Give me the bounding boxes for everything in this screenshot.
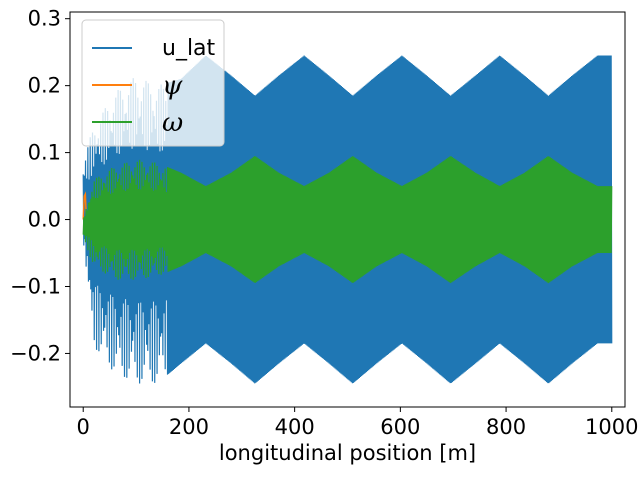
y-tick-label: 0.3 <box>28 7 61 31</box>
series-layer <box>82 55 613 384</box>
legend: u_lat ψω <box>81 19 225 147</box>
ticks-layer: 0 200 400 600 800 1000 −0.2 −0.1 0.0 0.1 0.2 0.3 <box>10 7 639 439</box>
axes-frame <box>69 11 626 408</box>
legend-box <box>81 19 225 147</box>
legend-label-3: ω <box>162 108 183 138</box>
legend-label-2: ψ <box>162 71 183 101</box>
y-tick-label: −0.2 <box>10 341 61 365</box>
y-tick-label: 0.0 <box>28 208 61 232</box>
x-tick-label: 800 <box>486 415 526 439</box>
x-tick-label: 600 <box>380 415 420 439</box>
legend-label-1: u_lat <box>162 36 216 61</box>
x-tick-label: 400 <box>275 415 315 439</box>
y-tick-label: −0.1 <box>10 274 61 298</box>
series-line-3 <box>82 156 613 284</box>
y-tick-label: 0.2 <box>28 74 61 98</box>
x-tick-label: 1000 <box>585 415 638 439</box>
series-line-2 <box>82 191 88 220</box>
x-tick-label: 0 <box>77 415 90 439</box>
x-tick-label: 200 <box>169 415 209 439</box>
x-axis-label: longitudinal position [m] <box>219 441 476 465</box>
y-tick-label: 0.1 <box>28 141 61 165</box>
